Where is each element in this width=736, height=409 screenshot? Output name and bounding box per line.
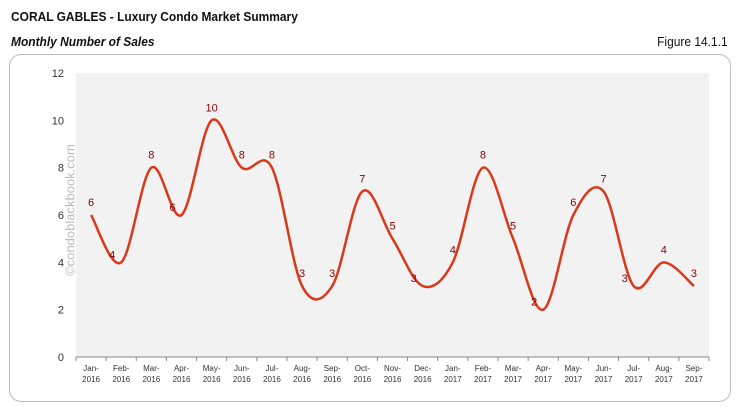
y-tick-label: 4 [58, 257, 64, 269]
x-tick-label: Nov-2016 [384, 364, 402, 384]
x-tick-label: Mar-2016 [142, 364, 160, 384]
data-label: 4 [450, 244, 456, 256]
plot-area [76, 73, 709, 357]
x-tick-label: Jan-2016 [82, 364, 100, 384]
data-label: 3 [299, 268, 305, 280]
x-tick-label: Sep-2017 [685, 364, 703, 384]
data-label: 6 [88, 197, 94, 209]
x-tick-label: Mar-2017 [504, 364, 522, 384]
y-tick-label: 12 [52, 68, 64, 80]
data-label: 5 [389, 221, 395, 233]
data-label: 3 [622, 273, 628, 285]
data-label: 2 [531, 297, 537, 309]
x-tick-label: Aug-2017 [655, 364, 673, 384]
report-title: CORAL GABLES - Luxury Condo Market Summa… [11, 9, 298, 24]
x-tick-label: Jul-2017 [625, 364, 643, 384]
data-label: 6 [169, 202, 175, 214]
y-tick-label: 2 [58, 305, 64, 317]
data-label: 7 [600, 173, 606, 185]
y-tick-label: 10 [52, 115, 64, 127]
data-label: 6 [570, 197, 576, 209]
x-tick-label: Apr-2016 [173, 364, 191, 384]
chart-frame [9, 54, 731, 402]
data-label: 8 [480, 150, 486, 162]
sales-line [89, 118, 695, 311]
data-label: 8 [148, 150, 154, 162]
x-tick-label: Dec-2016 [414, 364, 432, 384]
x-tick-label: Jun-2016 [233, 364, 251, 384]
x-tick-label: May-2017 [564, 364, 582, 384]
data-label: 7 [359, 173, 365, 185]
data-label: 10 [206, 102, 218, 114]
x-tick-label: Aug-2016 [293, 364, 311, 384]
x-tick-label: Sep-2016 [323, 364, 341, 384]
chart-subtitle: Monthly Number of Sales [11, 34, 155, 49]
data-label: 3 [329, 268, 335, 280]
data-label: 8 [269, 150, 275, 162]
x-tick-label: Feb-2017 [474, 364, 492, 384]
data-label: 5 [510, 221, 516, 233]
data-label: 3 [411, 273, 417, 285]
watermark: ©condoblackbook.com [62, 144, 78, 276]
figure-number: Figure 14.1.1 [657, 34, 728, 49]
data-label: 3 [691, 268, 697, 280]
data-label: 4 [661, 244, 667, 256]
data-label: 4 [109, 249, 115, 261]
x-tick-label: Jul-2016 [263, 364, 281, 384]
data-label: 8 [239, 150, 245, 162]
x-tick-label: Jun-2017 [595, 364, 613, 384]
x-tick-label: Jan-2017 [444, 364, 462, 384]
x-tick-label: Feb-2016 [112, 364, 130, 384]
x-tick-label: Oct-2016 [353, 364, 371, 384]
x-tick-label: May-2016 [203, 364, 221, 384]
y-tick-label: 6 [58, 210, 64, 222]
y-tick-label: 0 [58, 352, 64, 364]
x-tick-label: Apr-2017 [534, 364, 552, 384]
y-tick-label: 8 [58, 163, 64, 175]
